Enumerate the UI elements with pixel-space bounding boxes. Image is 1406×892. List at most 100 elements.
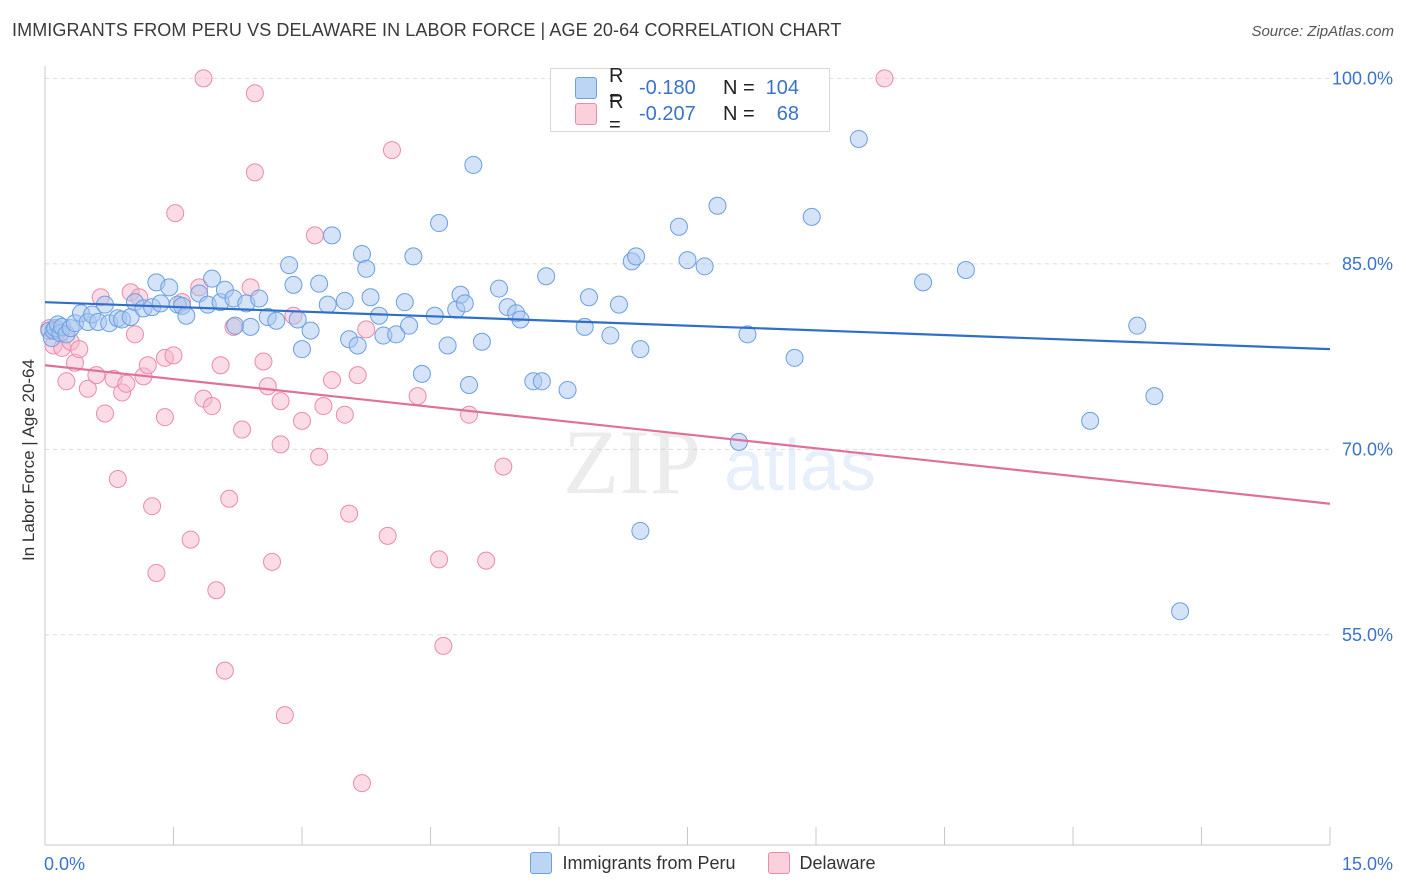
peru-point [322, 226, 341, 245]
delaware-point [125, 325, 144, 344]
peru-point [785, 348, 804, 367]
peru-point [627, 247, 646, 266]
peru-point [956, 261, 975, 280]
delaware-point [494, 457, 513, 476]
peru-point [1128, 316, 1147, 335]
delaware-point [408, 387, 427, 406]
peru-point [455, 294, 474, 313]
grid-lines [45, 77, 1330, 636]
legend-label-peru: Immigrants from Peru [562, 852, 736, 873]
n-value: 104 [765, 76, 799, 99]
peru-point [348, 336, 367, 355]
r-label: R = [609, 65, 624, 110]
trend-lines [44, 301, 1331, 505]
peru-point [352, 244, 371, 263]
delaware-point [310, 447, 329, 466]
n-label: N = [723, 102, 755, 125]
delaware-point [460, 405, 479, 424]
legend-swatch-peru [575, 77, 597, 99]
peru-point [537, 267, 556, 286]
delaware-point [78, 379, 97, 398]
delaware-point [95, 404, 114, 423]
delaware-point [305, 226, 324, 245]
delaware-point [352, 774, 371, 793]
delaware-point [357, 320, 376, 339]
peru-point [490, 279, 509, 298]
peru-point [631, 340, 650, 359]
peru-point [532, 372, 551, 391]
delaware-point [181, 530, 200, 549]
peru-point [293, 340, 311, 359]
delaware-point [263, 552, 282, 571]
delaware-point [203, 397, 222, 416]
tick-labels: 55.0% 70.0% 85.0% 100.0% 0.0% 15.0% [44, 68, 1393, 874]
delaware-point [138, 356, 157, 375]
r-value: -0.180 [639, 76, 696, 99]
delaware-point [194, 69, 213, 88]
n-label: N = [723, 76, 755, 99]
peru-point [241, 317, 260, 336]
peru-point [464, 155, 483, 174]
peru-point [802, 207, 821, 226]
delaware-point [211, 356, 230, 375]
delaware-point [335, 405, 354, 424]
peru-point [678, 251, 697, 270]
peru-point [438, 336, 457, 355]
peru-point [579, 288, 598, 307]
peru-point [177, 306, 196, 325]
x-tick-label: 15.0% [1342, 854, 1393, 874]
axes [44, 66, 1331, 846]
peru-point [361, 288, 380, 307]
peru-point [284, 275, 303, 294]
watermark-atlas: atlas [724, 426, 876, 506]
legend-item-peru: Immigrants from Peru [530, 852, 736, 874]
peru-point [404, 247, 423, 266]
delaware-point [245, 84, 264, 103]
peru-point [669, 217, 688, 236]
delaware-point [245, 163, 264, 182]
chart-title: IMMIGRANTS FROM PERU VS DELAWARE IN LABO… [12, 20, 842, 40]
peru-point [357, 259, 376, 278]
peru-point [160, 278, 179, 297]
peru-point [849, 129, 868, 148]
peru-point [609, 295, 628, 314]
peru-point [558, 380, 577, 399]
delaware-point [378, 526, 397, 545]
correlation-legend: R = -0.180 N = 104 R = -0.207 N = 68 [550, 65, 830, 136]
trend-line-delaware [44, 364, 1331, 505]
peru-point [1081, 411, 1100, 430]
peru-point [203, 269, 222, 288]
peru-point [370, 306, 389, 325]
peru-point [412, 364, 431, 383]
peru-point [472, 332, 491, 351]
delaware-point [293, 411, 311, 430]
delaware-point [108, 469, 127, 488]
delaware-point [57, 372, 76, 391]
peru-point [335, 291, 354, 310]
peru-point [151, 294, 170, 313]
series-peru-points [40, 129, 1190, 621]
delaware-point [215, 661, 234, 680]
delaware-point [430, 550, 449, 569]
delaware-point [233, 420, 252, 439]
r-value: -0.207 [639, 102, 696, 125]
peru-point [1145, 387, 1164, 406]
delaware-point [477, 551, 496, 570]
legend-label-delaware: Delaware [799, 852, 876, 873]
legend-row-delaware: R = -0.207 N = 68 [575, 91, 799, 136]
peru-point [708, 196, 727, 215]
delaware-point [382, 141, 401, 160]
delaware-point [207, 581, 226, 600]
peru-point [301, 321, 320, 340]
delaware-point [875, 69, 894, 88]
delaware-point [155, 408, 174, 427]
x-tick-label: 0.0% [44, 854, 85, 874]
series-legend: Immigrants from Peru Delaware [0, 852, 1406, 874]
trend-line-peru [44, 301, 1331, 351]
delaware-point [254, 352, 273, 371]
delaware-point [348, 366, 367, 385]
delaware-point [275, 706, 294, 725]
delaware-point [314, 397, 333, 416]
peru-point [310, 274, 329, 293]
